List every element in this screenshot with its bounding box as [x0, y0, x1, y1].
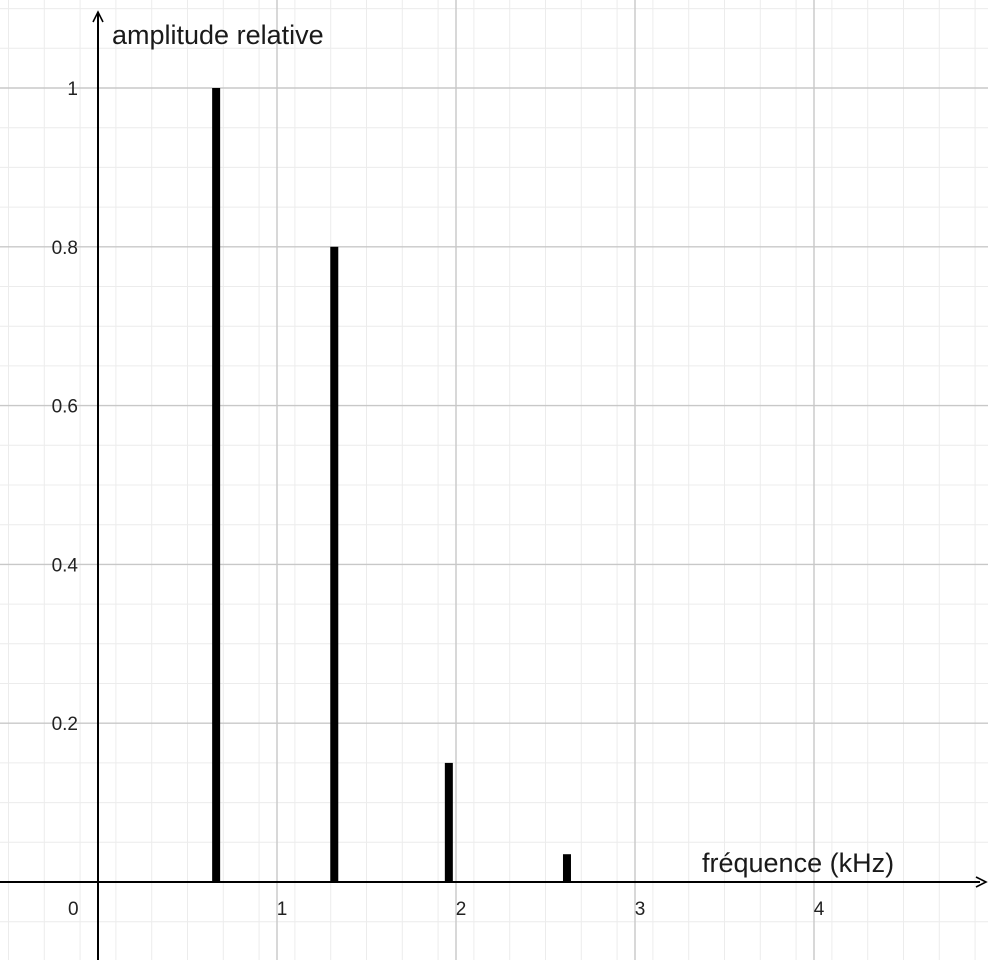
y-tick-label: 0.8: [52, 238, 78, 259]
tick-labels: 0 1 2 3 4 0.2 0.4 0.6 0.8 1: [52, 79, 825, 920]
y-axis-arrow: [92, 10, 104, 23]
bar: [562, 854, 571, 882]
x-tick-label: 0: [68, 899, 79, 920]
y-tick-label: 0.6: [52, 397, 78, 418]
x-tick-label: 3: [635, 899, 646, 920]
x-tick-label: 4: [814, 899, 825, 920]
axes: [0, 10, 988, 960]
bar: [330, 246, 339, 883]
y-axis-label: amplitude relative: [112, 20, 324, 50]
x-axis-label: fréquence (kHz): [702, 848, 894, 878]
y-tick-label: 1: [67, 79, 78, 100]
bar: [444, 762, 453, 882]
y-tick-label: 0.4: [52, 555, 79, 576]
x-tick-label: 2: [456, 899, 467, 920]
x-tick-label: 1: [277, 899, 288, 920]
x-axis-arrow: [975, 876, 988, 888]
bar: [212, 88, 221, 882]
y-tick-label: 0.2: [52, 714, 78, 735]
bars: [212, 88, 571, 883]
